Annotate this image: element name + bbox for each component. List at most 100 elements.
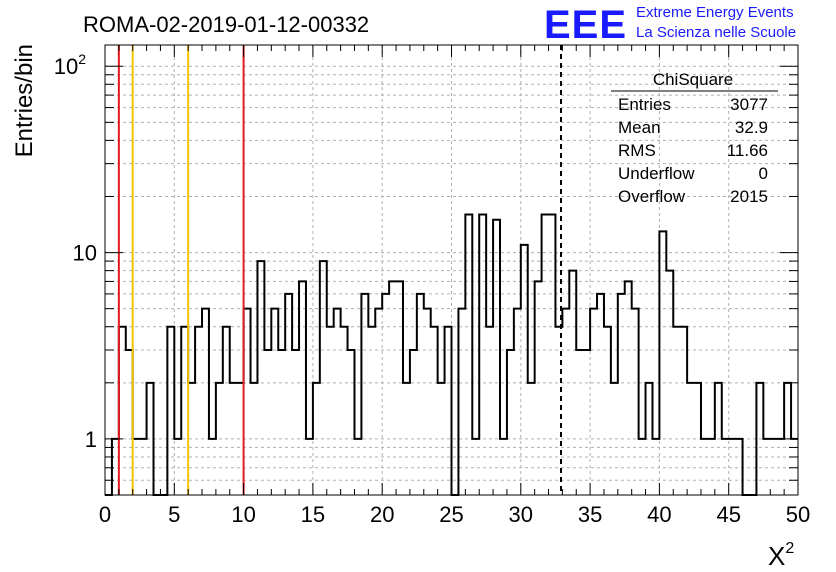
y-tick-label-main: 10 [73,241,97,266]
stats-label-entries: Entries [618,95,671,114]
histogram-bin [708,439,715,495]
histogram-bin [230,383,237,495]
histogram-bin [652,439,659,495]
histogram-bin [646,383,653,495]
histogram-bin [576,350,583,495]
x-tick-label: 40 [647,502,671,527]
histogram-bin [188,383,195,495]
histogram-bin [535,281,542,495]
histogram-bin [313,383,320,495]
histogram-bin [334,309,341,495]
histogram-bin [403,383,410,495]
histogram-bin [327,327,334,495]
x-tick-label: 20 [370,502,394,527]
histogram-bin [479,215,486,495]
histogram-bin [140,439,147,495]
stats-value-underflow: 0 [759,164,768,183]
histogram-series [105,213,798,496]
histogram-bin [528,383,535,495]
x-tick-label: 25 [439,502,463,527]
histogram-bin [611,383,618,495]
eee-logo: EEE [544,3,627,47]
histogram-bin [500,439,507,495]
histogram-bin [659,231,666,495]
stats-box: ChiSquare Entries 3077 Mean 32.9 RMS 11.… [611,70,778,206]
y-tick-label: 10 [73,241,97,266]
histogram-bin [438,383,445,495]
x-tick-label: 35 [578,502,602,527]
stats-value-overflow: 2015 [730,187,768,206]
run-title: ROMA-02-2019-01-12-00332 [83,12,369,37]
histogram-bin [569,271,576,495]
x-axis-title: X2 [768,540,794,571]
histogram-bin [687,383,694,495]
histogram-bin [562,309,569,495]
stats-title: ChiSquare [653,70,733,89]
histogram-bin [542,215,549,495]
histogram-bin [348,350,355,495]
histogram-bin [694,383,701,495]
histogram-bin [375,309,382,495]
histogram-bin [292,350,299,495]
histogram-bin [181,327,188,495]
histogram-bin [202,309,209,495]
y-tick-label-main: 1 [85,427,97,452]
histogram-bin [119,327,126,495]
histogram-bin [354,439,361,495]
histogram-bin [341,327,348,495]
histogram-layer [105,213,798,496]
histogram-bin [507,350,514,495]
histogram-bin [472,439,479,495]
histogram-bin [285,294,292,495]
histogram-bin [493,220,500,495]
x-tick-label: 10 [231,502,255,527]
x-axis-title-main: X [768,541,785,571]
histogram-bin [271,309,278,495]
y-axis-title: Entries/bin [11,44,38,157]
stats-label-overflow: Overflow [618,187,686,206]
stats-label-underflow: Underflow [618,164,695,183]
histogram-bin [736,439,743,495]
x-tick-label: 0 [99,502,111,527]
x-tick-label: 15 [301,502,325,527]
histogram-bin [521,245,528,495]
stats-label-rms: RMS [618,141,656,160]
histogram-bin [680,327,687,495]
x-tick-label: 5 [168,502,180,527]
histogram-bin [382,294,389,495]
y-tick-label-main: 10 [54,54,78,79]
histogram-bin [666,271,673,495]
histogram-bin [306,439,313,495]
stats-value-entries: 3077 [730,95,768,114]
histogram-bin [756,383,763,495]
histogram-bin [244,309,251,495]
histogram-bin [209,439,216,495]
logo-line-1: Extreme Energy Events [636,4,794,21]
histogram-bin [133,439,140,495]
y-tick-label-sup: 2 [78,51,86,67]
histogram-bin [465,215,472,495]
histogram-bin [632,309,639,495]
histogram-bin [417,294,424,495]
histogram-bin [216,383,223,495]
histogram-bin [458,309,465,495]
histogram-bin [673,327,680,495]
x-tick-label: 50 [786,502,810,527]
histogram-bin [126,350,133,495]
histogram-bin [251,383,258,495]
stats-label-mean: Mean [618,118,661,137]
histogram-bin [257,261,264,495]
histogram-bin [223,327,230,495]
x-axis-title-sup: 2 [785,540,794,557]
histogram-bin [195,327,202,495]
logo-line-2: La Scienza nelle Scuole [636,24,796,41]
x-tick-label: 45 [716,502,740,527]
histogram-bin [237,383,244,495]
histogram-bin [729,439,736,495]
histogram-bin [445,327,452,495]
histogram-bin [431,327,438,495]
histogram-bin [777,439,784,495]
histogram-bin [618,294,625,495]
